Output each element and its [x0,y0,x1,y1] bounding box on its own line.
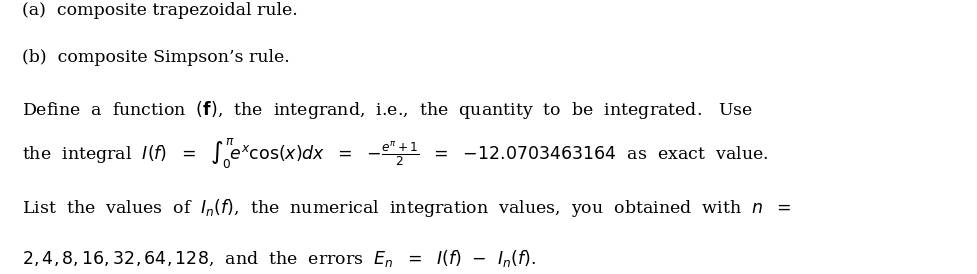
Text: (b)  composite Simpson’s rule.: (b) composite Simpson’s rule. [21,49,289,66]
Text: $2, 4, 8, 16, 32, 64, 128$,  and  the  errors  $E_n$  $=$  $I(f)$  $-$  $I_n(f)$: $2, 4, 8, 16, 32, 64, 128$, and the erro… [21,247,535,269]
Text: (a)  composite trapezoidal rule.: (a) composite trapezoidal rule. [21,2,297,19]
Text: the  integral  $I(f)$  $=$  $\int_0^{\pi}\! e^x \cos(x)dx$  $=$  $-\frac{e^{\pi}: the integral $I(f)$ $=$ $\int_0^{\pi}\! … [21,136,767,170]
Text: List  the  values  of  $I_n(f)$,  the  numerical  integration  values,  you  obt: List the values of $I_n(f)$, the numeric… [21,197,790,219]
Text: Define  a  function  $(\mathbf{f})$,  the  integrand,  i.e.,  the  quantity  to : Define a function $(\mathbf{f})$, the in… [21,99,752,121]
